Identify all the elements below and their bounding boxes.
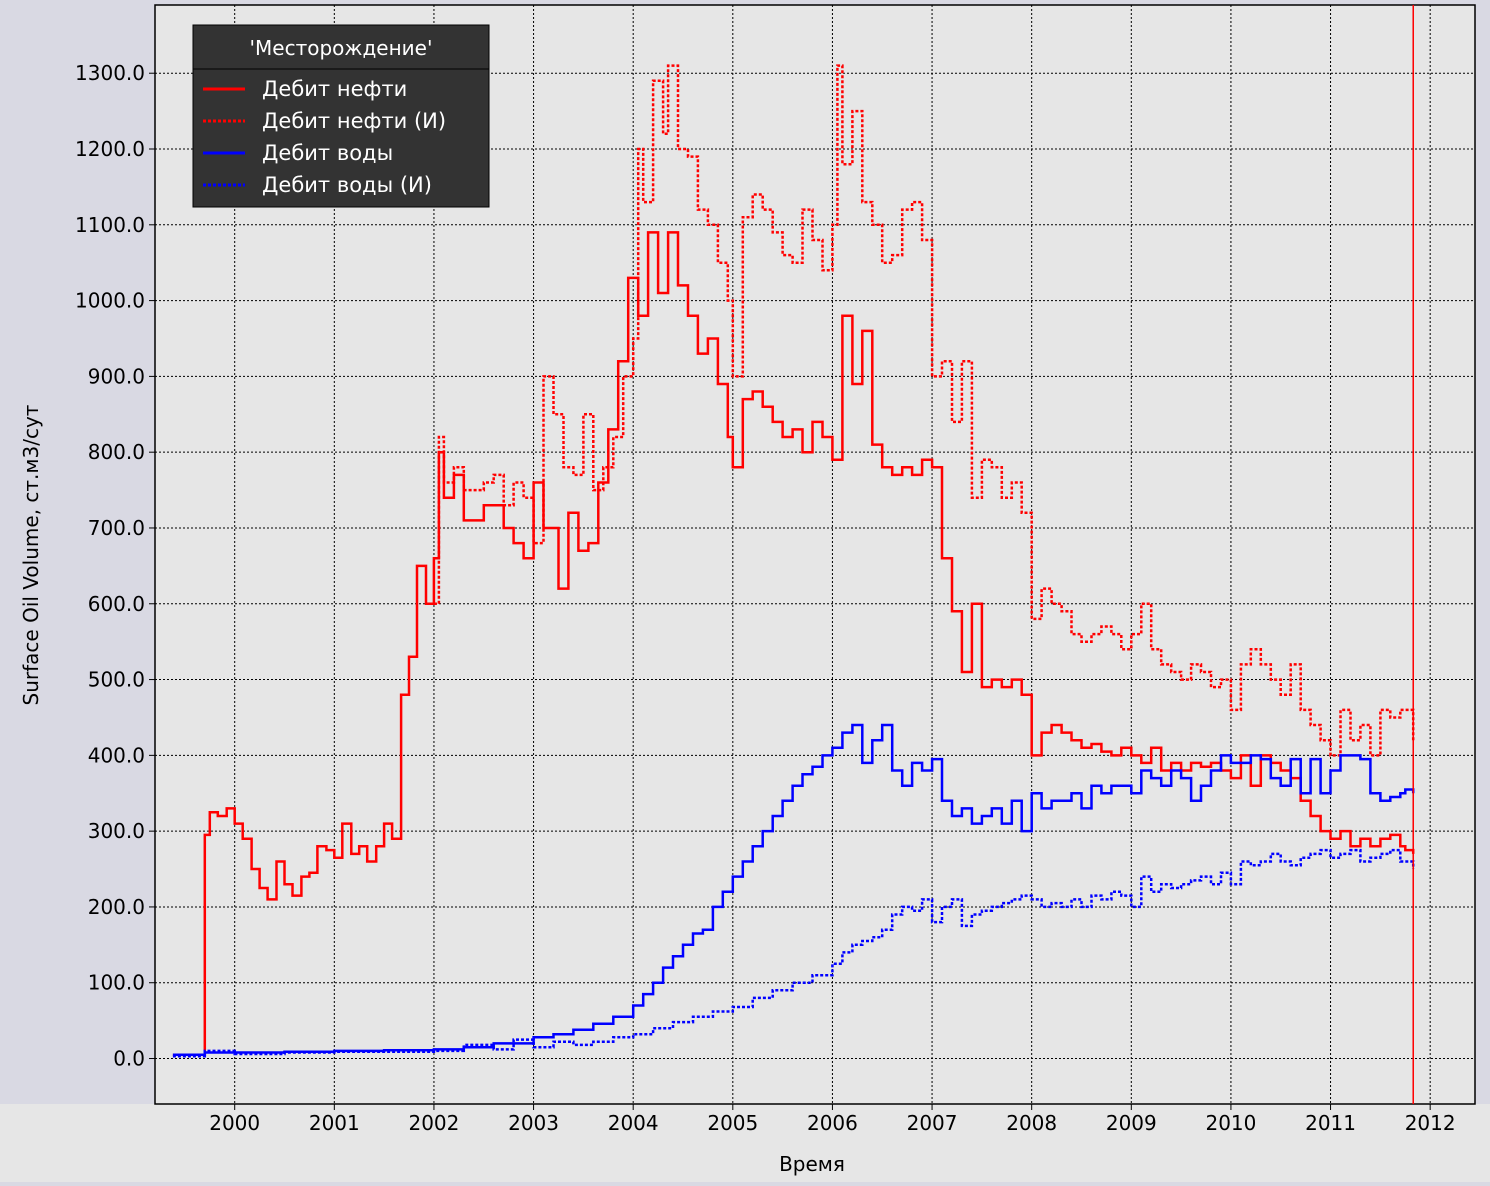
y-tick-label: 1000.0 (75, 289, 145, 313)
y-tick-label: 700.0 (88, 516, 145, 540)
x-tick-label: 2000 (209, 1111, 260, 1135)
x-tick-label: 2012 (1405, 1111, 1456, 1135)
y-tick-label: 100.0 (88, 971, 145, 995)
x-axis-label: Время (779, 1152, 845, 1176)
series-line (433, 64, 1415, 757)
legend-label: Дебит нефти (И) (262, 109, 446, 133)
legend-items: Дебит нефти Дебит нефти (И) Дебит воды Деби… (203, 77, 446, 197)
y-tick-label: 1300.0 (75, 61, 145, 85)
x-tick-label: 2008 (1006, 1111, 1057, 1135)
y-tick-label: 300.0 (88, 819, 145, 843)
grid-lines (155, 5, 1475, 1104)
series-line (172, 848, 1415, 1058)
y-tick-label: 600.0 (88, 592, 145, 616)
x-tick-label: 2011 (1305, 1111, 1356, 1135)
x-tick-label: 2003 (508, 1111, 559, 1135)
y-tick-label: 1200.0 (75, 137, 145, 161)
y-tick-label: 500.0 (88, 668, 145, 692)
legend-label: Дебит воды (262, 141, 393, 165)
x-tick-label: 2005 (707, 1111, 758, 1135)
y-axis-label: Surface Oil Volume, ст.м3/сут (19, 404, 43, 705)
series-line (172, 723, 1415, 1056)
x-tick-label: 2006 (807, 1111, 858, 1135)
legend-title: 'Месторождение' (250, 36, 433, 60)
x-axis-panel (0, 1104, 1490, 1182)
axes: 0.0 100.0 200.0 300.0 400.0 500.0 600.0 700.0 80… (75, 61, 1456, 1135)
series-lines (172, 5, 1415, 1104)
legend: 'Месторождение' Дебит нефти Дебит нефти (… (192, 24, 490, 208)
legend-label: Дебит нефти (262, 77, 407, 101)
y-tick-label: 0.0 (113, 1047, 145, 1071)
series-line (172, 231, 1415, 1056)
x-tick-label: 2001 (309, 1111, 360, 1135)
x-tick-label: 2010 (1205, 1111, 1256, 1135)
legend-label: Дебит воды (И) (262, 173, 432, 197)
y-tick-label: 200.0 (88, 895, 145, 919)
x-tick-label: 2004 (608, 1111, 659, 1135)
y-tick-label: 900.0 (88, 364, 145, 388)
y-tick-label: 800.0 (88, 440, 145, 464)
y-tick-label: 1100.0 (75, 213, 145, 237)
x-tick-label: 2009 (1106, 1111, 1157, 1135)
x-tick-label: 2007 (907, 1111, 958, 1135)
x-tick-label: 2002 (408, 1111, 459, 1135)
y-tick-label: 400.0 (88, 743, 145, 767)
legend-box (192, 24, 490, 208)
